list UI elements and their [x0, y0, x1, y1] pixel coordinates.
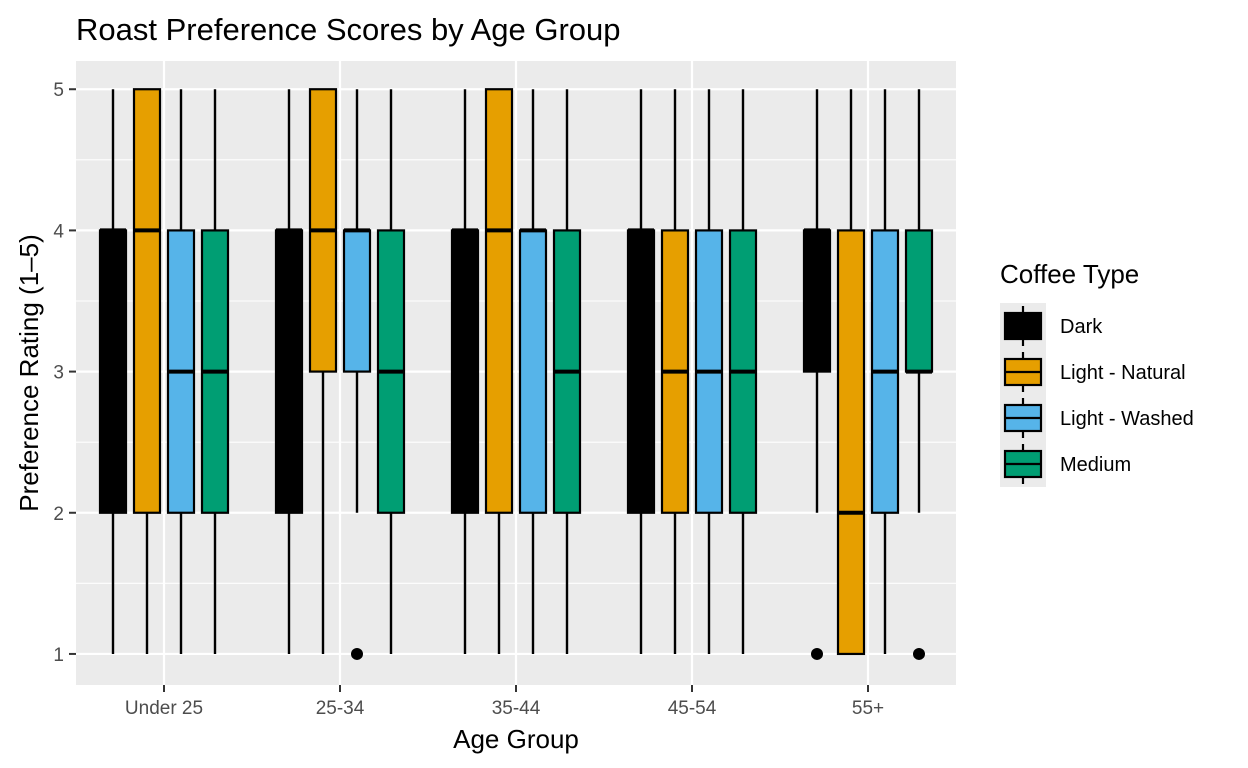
box-body [802, 229, 832, 373]
legend-title: Coffee Type [1000, 259, 1139, 289]
box-light-washed-5 [870, 89, 900, 654]
box-body [518, 229, 548, 514]
x-tick-label: 45-54 [668, 698, 717, 719]
box-light-natural-3 [484, 88, 514, 654]
box-medium-5 [904, 89, 934, 660]
x-tick-label: 25-34 [316, 698, 365, 719]
chart-title: Roast Preference Scores by Age Group [76, 12, 621, 47]
legend-item-light-natural: Light - Natural [1003, 352, 1186, 392]
box-light-washed-2 [342, 89, 372, 660]
box-light-washed-1 [166, 89, 196, 654]
legend-label: Dark [1060, 316, 1103, 338]
box-medium-2 [376, 89, 406, 654]
box-light-natural-5 [836, 89, 866, 656]
legend-item-medium: Medium [1003, 444, 1131, 484]
legend-label: Light - Washed [1060, 408, 1194, 430]
box-body [836, 229, 866, 656]
box-light-washed-3 [518, 89, 548, 654]
y-tick-label: 4 [53, 221, 64, 242]
box-medium-1 [200, 89, 230, 654]
x-axis-title: Age Group [453, 724, 579, 754]
box-dark-1 [98, 89, 128, 654]
box-dark-3 [450, 89, 480, 654]
box-light-natural-2 [308, 88, 338, 654]
x-tick-label: Under 25 [125, 698, 203, 719]
box-medium-3 [552, 89, 582, 654]
box-body [450, 229, 480, 514]
legend-item-light-washed: Light - Washed [1003, 398, 1194, 438]
box-body [342, 229, 372, 373]
legend-label: Medium [1060, 454, 1131, 476]
y-tick-label: 5 [53, 80, 64, 101]
box-marks [98, 88, 934, 660]
y-tick-label: 2 [53, 504, 64, 525]
legend-item-dark: Dark [1003, 306, 1103, 346]
box-body [904, 229, 934, 373]
x-axis: Under 25 25-34 35-44 45-54 55+ [125, 685, 884, 719]
legend: Coffee Type Dark Light - Natural Light - W… [1000, 259, 1194, 487]
outlier-point [913, 647, 925, 660]
box-dark-2 [274, 89, 304, 654]
box-body [626, 229, 656, 514]
box-light-natural-1 [132, 88, 162, 654]
box-body [98, 229, 128, 514]
box-light-natural-4 [660, 89, 690, 654]
box-body [132, 88, 162, 514]
y-tick-label: 1 [53, 645, 64, 666]
box-body [274, 229, 304, 514]
x-tick-label: 35-44 [492, 698, 541, 719]
box-light-washed-4 [694, 89, 724, 654]
outlier-point [811, 647, 823, 660]
y-axis: 1 2 3 4 5 [53, 80, 76, 666]
box-body [484, 88, 514, 514]
box-dark-4 [626, 89, 656, 654]
outlier-point [351, 647, 363, 660]
legend-label: Light - Natural [1060, 362, 1186, 384]
box-dark-5 [802, 89, 832, 660]
box-medium-4 [728, 89, 758, 654]
x-tick-label: 55+ [852, 698, 884, 719]
y-axis-title: Preference Rating (1–5) [14, 234, 44, 511]
y-tick-label: 3 [53, 363, 64, 384]
